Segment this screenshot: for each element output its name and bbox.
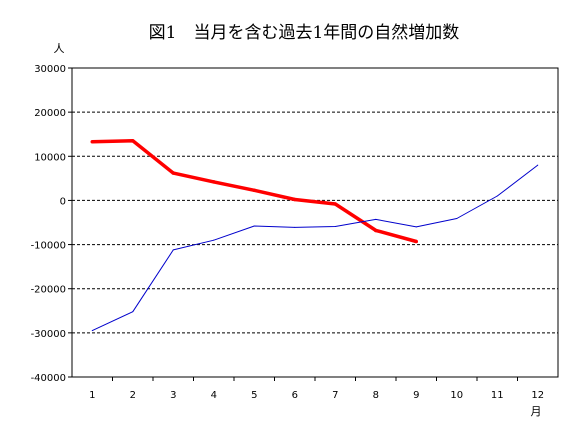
- series-2-point: [213, 239, 215, 241]
- x-tick-label: 12: [531, 390, 544, 401]
- y-axis: 30000 20000 10000 0 -10000 -20000 -30000 -40000: [31, 64, 72, 384]
- series-2-point: [294, 226, 296, 228]
- x-tick-label: 6: [292, 390, 298, 401]
- x-axis: 1 2 3 4 5 6 7 8 9 10 11 12: [89, 377, 544, 401]
- x-unit-label: 月: [531, 405, 542, 418]
- series-2-point: [334, 225, 336, 227]
- x-tick-label: 5: [251, 390, 257, 401]
- series-2-point: [91, 330, 93, 332]
- series-1-point: [293, 197, 297, 202]
- y-unit-label: 人: [54, 42, 65, 55]
- y-tick-label: 10000: [34, 152, 66, 163]
- x-tick-label: 11: [491, 390, 504, 401]
- y-tick-label: 0: [60, 196, 66, 207]
- y-tick-label: -30000: [31, 329, 66, 340]
- chart-title: 図1 当月を含む過去1年間の自然増加数: [149, 23, 460, 43]
- series-2-line: [92, 164, 539, 332]
- x-tick-label: 4: [211, 390, 217, 401]
- series-1-point: [90, 139, 94, 144]
- series-2-point: [375, 218, 377, 220]
- x-tick-label: 1: [89, 390, 95, 401]
- series-2-point: [132, 311, 134, 313]
- series-2-point: [496, 195, 498, 197]
- series-1-point: [252, 188, 256, 193]
- series-1-point: [212, 180, 216, 184]
- series-1-point: [414, 239, 418, 244]
- x-tick-label: 7: [332, 390, 338, 401]
- series-1-point: [333, 202, 337, 206]
- x-tick-label: 9: [413, 390, 419, 401]
- y-tick-label: 30000: [34, 64, 66, 75]
- series-1-point: [374, 228, 378, 233]
- y-tick-label: -20000: [31, 285, 66, 296]
- series-2-point: [172, 249, 174, 251]
- y-tick-label: -10000: [31, 241, 66, 252]
- series-group: [90, 139, 539, 332]
- x-tick-label: 3: [170, 390, 176, 401]
- series-2-point: [456, 218, 458, 220]
- series-2-point: [415, 226, 417, 228]
- x-tick-label: 10: [450, 390, 463, 401]
- series-2-point: [537, 164, 539, 166]
- x-tick-label: 2: [130, 390, 136, 401]
- series-1-point: [171, 171, 175, 175]
- x-tick-label: 8: [373, 390, 379, 401]
- y-tick-label: 20000: [34, 108, 66, 119]
- series-2-point: [253, 225, 255, 227]
- plot-area: [71, 67, 559, 378]
- series-1-point: [131, 139, 135, 143]
- y-tick-label: -40000: [31, 373, 66, 384]
